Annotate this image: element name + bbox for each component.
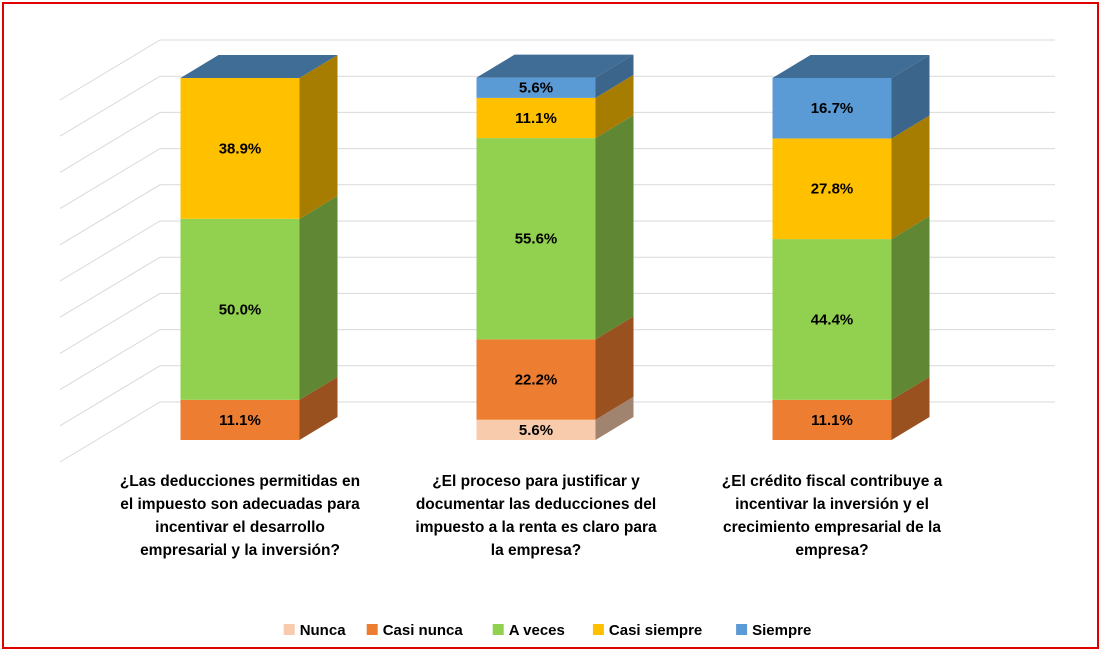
- bar-side: [891, 55, 930, 139]
- bar-side: [595, 316, 634, 420]
- value-label: 11.1%: [811, 412, 853, 429]
- legend-label: Siempre: [752, 622, 811, 639]
- bar-side: [891, 376, 930, 440]
- grid-line: [59, 256, 1055, 318]
- value-label: 27.8%: [811, 181, 854, 198]
- grid-line: [59, 329, 1055, 391]
- grid-line: [59, 75, 1055, 137]
- value-label: 55.6%: [515, 231, 558, 248]
- value-label: 11.1%: [515, 110, 557, 127]
- bar-segment: [772, 138, 892, 240]
- bar-top: [476, 54, 634, 78]
- legend-label: A veces: [509, 622, 565, 639]
- bar-side: [299, 376, 338, 440]
- value-label: 11.1%: [219, 412, 261, 429]
- bar-side: [595, 74, 634, 139]
- bar-side: [891, 216, 930, 400]
- grid-line: [59, 292, 1055, 354]
- value-label: 22.2%: [515, 372, 558, 389]
- x-tick-label: ¿El crédito fiscal contribuye a incentiv…: [721, 473, 943, 559]
- bar-segment: [476, 77, 596, 98]
- grid-line: [59, 184, 1055, 246]
- bar-side: [595, 396, 634, 440]
- grid-line: [59, 401, 1055, 463]
- bar-segment: [180, 218, 300, 400]
- value-label: 5.6%: [519, 422, 553, 439]
- value-label: 38.9%: [219, 140, 262, 157]
- x-tick-label: ¿Las deducciones permitidas en el impues…: [119, 473, 361, 559]
- bar-top: [180, 55, 338, 78]
- bar-segment: [180, 399, 300, 440]
- bar-segment: [180, 78, 300, 219]
- legend-swatch: [492, 624, 504, 635]
- bar-side: [595, 54, 634, 98]
- bar-segment: [772, 399, 892, 440]
- bar-segment: [772, 78, 892, 139]
- bar-segment: [476, 419, 596, 440]
- x-tick-label: ¿El proceso para justificar y documentar…: [415, 473, 657, 559]
- grid-line: [59, 365, 1055, 427]
- value-label: 16.7%: [811, 100, 854, 117]
- grid-line: [59, 148, 1055, 210]
- legend-label: Nunca: [300, 622, 347, 639]
- grid-line: [59, 111, 1055, 173]
- legend-swatch: [592, 624, 604, 635]
- bar-side: [891, 115, 930, 240]
- bar-segment: [476, 97, 596, 139]
- bar-segment: [476, 339, 596, 420]
- bar-side: [595, 115, 634, 340]
- grid-line: [59, 39, 1055, 101]
- grid-line: [59, 220, 1055, 282]
- bar-top: [772, 55, 930, 78]
- bar-segment: [772, 239, 892, 400]
- bar-side: [299, 195, 338, 400]
- value-label: 44.4%: [811, 311, 854, 328]
- bar-segment: [476, 138, 596, 340]
- value-label: 5.6%: [519, 80, 553, 97]
- legend-label: Casi siempre: [609, 622, 702, 639]
- legend-swatch: [366, 624, 378, 635]
- value-label: 50.0%: [219, 301, 262, 318]
- bar-side: [299, 55, 338, 219]
- legend-swatch: [283, 624, 295, 635]
- legend-label: Casi nunca: [383, 622, 464, 639]
- legend-swatch: [736, 624, 748, 635]
